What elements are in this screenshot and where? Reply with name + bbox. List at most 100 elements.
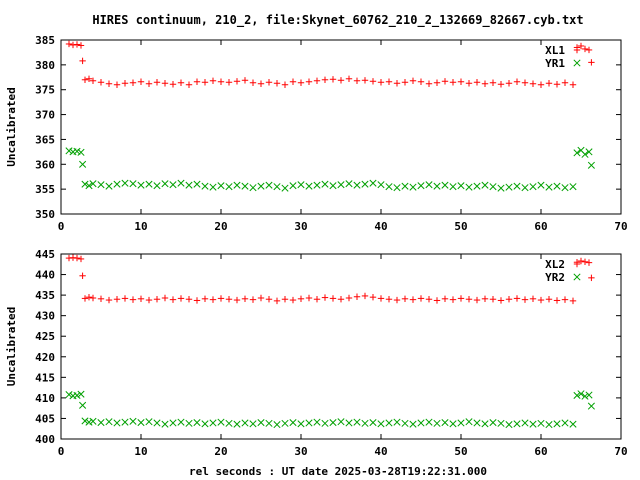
series-XL1-point — [481, 80, 489, 87]
series-XL2-point — [401, 295, 409, 303]
series-YR1-point — [297, 181, 305, 189]
series-XL1-point — [345, 75, 353, 82]
series-XL1-point — [137, 78, 145, 85]
series-YR2-point — [581, 392, 589, 400]
series-YR2-point — [537, 419, 545, 427]
series-YR2-point — [177, 418, 185, 426]
series-XL1-point — [449, 79, 457, 86]
legend-XL2-point — [573, 260, 581, 268]
series-XL1-point — [97, 79, 105, 86]
x-tick-label: 70 — [614, 220, 627, 233]
series-YR1-point — [217, 182, 225, 190]
series-YR1-point — [573, 149, 581, 157]
series-YR2-point — [441, 419, 449, 427]
x-tick-label: 0 — [58, 445, 65, 458]
series-XL2-point — [577, 257, 585, 265]
y-tick-label: 350 — [35, 208, 55, 221]
series-YR1-point — [121, 179, 129, 187]
y-tick-label: 430 — [35, 310, 55, 323]
series-XL1-point — [305, 78, 313, 85]
series-YR2-point — [393, 418, 401, 426]
series-YR1-point — [585, 148, 593, 156]
bottom-panel: 0 10 20 30 40 50 60 70 400 405 410 415 420 425 430 435 4… — [5, 248, 628, 458]
series-XL2-point — [201, 295, 209, 303]
series-XL2-point — [79, 272, 86, 279]
series-YR1-point — [321, 180, 329, 188]
series-YR1-point — [89, 180, 97, 188]
legend-swatch — [573, 273, 581, 281]
series-XL2-point — [521, 296, 529, 303]
x-tick-label: 40 — [374, 445, 387, 458]
series-YR2-point — [209, 419, 217, 427]
series-XL1-point — [553, 81, 561, 88]
series-YR1-point — [545, 183, 553, 191]
series-XL1-point — [193, 78, 201, 85]
series-YR1-point — [409, 183, 417, 191]
series-XL2-point — [265, 296, 273, 303]
series-XL1-point — [161, 80, 169, 87]
series-YR1-point — [129, 180, 137, 188]
series-YR1-point — [465, 183, 473, 191]
y-tick-label: 435 — [35, 289, 55, 302]
series-XL1-point — [417, 78, 425, 85]
series-YR1-point — [529, 183, 537, 191]
x-tick-label: 50 — [454, 445, 467, 458]
series-YR1 — [65, 146, 595, 192]
series-XL1-point — [465, 80, 473, 87]
series-XL2-point — [497, 297, 505, 304]
series-XL2-point — [177, 295, 185, 302]
series-YR1-point — [369, 179, 377, 187]
series-XL1-point — [249, 79, 257, 86]
series-XL1-point — [409, 77, 417, 84]
series-YR2-point — [345, 419, 353, 427]
series-XL2-point — [185, 296, 193, 303]
series-YR1-point — [265, 181, 273, 189]
series-XL2-point — [281, 296, 289, 303]
series-XL2-point — [129, 296, 137, 303]
series-YR2-point — [505, 421, 513, 429]
legend-label: XL2 — [545, 258, 565, 271]
series-XL2-point — [73, 254, 81, 262]
series-YR2-point — [377, 420, 385, 428]
series-XL2-point — [585, 259, 593, 266]
series-XL2-point — [121, 295, 129, 302]
series-XL1-point — [233, 78, 241, 85]
series-YR1-point — [65, 147, 73, 155]
series-YR2-point — [361, 419, 369, 427]
series-XL2-point — [481, 295, 489, 303]
series-YR2-point — [497, 419, 505, 427]
series-YR2-point — [545, 421, 553, 429]
series-YR1-point — [401, 182, 409, 190]
series-YR2-point — [513, 420, 521, 428]
series-YR1-point — [113, 180, 121, 188]
series-YR1-point — [225, 183, 233, 191]
y-tick-label: 375 — [35, 84, 55, 97]
series-YR2-point — [369, 419, 377, 427]
series-YR2-point — [329, 419, 337, 427]
series-YR2-point — [281, 419, 289, 427]
series-XL2-point — [377, 295, 385, 302]
y-tick-label: 355 — [35, 183, 55, 196]
series-XL2-point — [561, 296, 569, 303]
series-XL1-point — [209, 77, 217, 84]
series-XL1-point — [369, 78, 377, 85]
series-XL1-point — [521, 79, 529, 86]
y-tick-label: 420 — [35, 351, 55, 364]
series-XL2-point — [313, 296, 321, 303]
series-YR2-point — [113, 419, 121, 427]
series-YR2-point — [185, 419, 193, 427]
y-tick-label: 360 — [35, 158, 55, 171]
series-XL2 — [65, 254, 595, 305]
series-YR1-point — [313, 181, 321, 189]
series-XL2-point — [449, 296, 457, 303]
series-YR2-point — [65, 391, 73, 399]
legend-YR1-point — [573, 59, 581, 67]
series-XL1-point — [401, 79, 409, 86]
legend-swatch — [573, 59, 581, 67]
series-XL1-point — [581, 45, 589, 53]
series-XL1-point — [321, 76, 329, 83]
series-YR2-point — [249, 420, 257, 428]
series-XL2-point — [217, 295, 225, 302]
series-YR2-point — [587, 402, 595, 410]
top-panel: 0 10 20 30 40 50 60 70 350 355 360 365 370 375 380 385 U… — [5, 34, 628, 233]
